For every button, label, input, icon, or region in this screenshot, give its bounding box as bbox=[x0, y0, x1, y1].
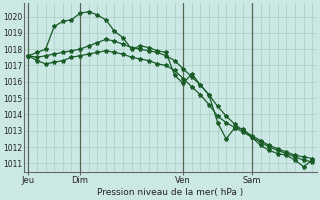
X-axis label: Pression niveau de la mer( hPa ): Pression niveau de la mer( hPa ) bbox=[97, 188, 244, 197]
